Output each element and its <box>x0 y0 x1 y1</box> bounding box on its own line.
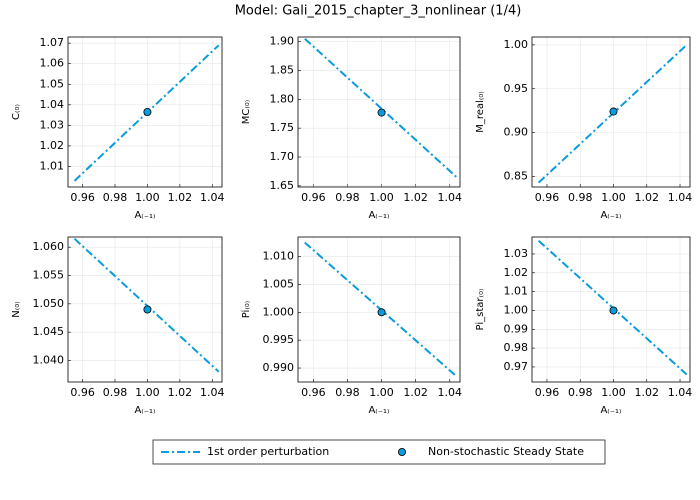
x-tick-label: 1.00 <box>135 191 160 204</box>
x-tick-label: 1.04 <box>200 386 225 399</box>
y-tick-label: 1.050 <box>33 297 65 310</box>
x-tick-label: 0.96 <box>301 191 326 204</box>
y-tick-label: 1.055 <box>33 269 65 282</box>
y-tick-label: 1.07 <box>40 36 65 49</box>
x-tick-label: 1.00 <box>135 386 160 399</box>
x-axis-label: A₍₋₁₎ <box>600 405 621 416</box>
x-tick-label: 1.02 <box>403 386 428 399</box>
axes-frame <box>67 236 223 383</box>
steady-state-point <box>377 308 386 317</box>
x-tick-label: 1.04 <box>668 191 693 204</box>
x-tick-label: 0.96 <box>70 386 95 399</box>
legend-label: Non-stochastic Steady State <box>428 445 584 458</box>
y-tick-label: 1.80 <box>270 92 295 105</box>
x-tick-label: 1.00 <box>601 386 626 399</box>
y-tick-label: 1.03 <box>40 118 65 131</box>
x-tick-label: 0.96 <box>70 191 95 204</box>
y-tick-label: 0.95 <box>504 82 529 95</box>
y-tick-label: 1.01 <box>40 159 65 172</box>
y-axis-label: M_real₍₀₎ <box>475 91 486 133</box>
x-axis-label: A₍₋₁₎ <box>600 210 621 221</box>
x-tick-label: 0.96 <box>535 191 560 204</box>
y-axis-label: N₍₀₎ <box>11 301 22 317</box>
perturbation-line <box>73 237 220 373</box>
x-tick-label: 0.96 <box>301 386 326 399</box>
axes-frame <box>297 36 461 188</box>
x-tick-label: 1.02 <box>168 191 193 204</box>
x-tick-label: 1.02 <box>403 191 428 204</box>
x-tick-label: 1.00 <box>369 386 394 399</box>
y-tick-label: 1.65 <box>270 179 295 192</box>
x-tick-label: 0.98 <box>103 386 128 399</box>
y-tick-label: 1.00 <box>504 38 529 51</box>
x-axis-label: A₍₋₁₎ <box>134 405 155 416</box>
perturbation-line <box>304 37 458 178</box>
x-tick-label: 0.98 <box>103 191 128 204</box>
y-tick-label: 1.75 <box>270 121 295 134</box>
axes-frame <box>297 236 461 383</box>
steady-state-point <box>609 306 618 315</box>
x-tick-label: 0.96 <box>535 386 560 399</box>
x-tick-label: 1.04 <box>438 386 463 399</box>
x-tick-label: 1.04 <box>438 191 463 204</box>
legend-label: 1st order perturbation <box>207 445 329 458</box>
y-axis-label: C₍₀₎ <box>11 104 22 120</box>
x-tick-label: 1.02 <box>635 191 660 204</box>
y-axis-label: MC₍₀₎ <box>241 100 252 125</box>
steady-state-point <box>609 107 618 116</box>
x-axis-label: A₍₋₁₎ <box>134 210 155 221</box>
x-tick-label: 0.98 <box>335 191 360 204</box>
x-tick-label: 1.02 <box>635 386 660 399</box>
y-tick-label: 1.85 <box>270 63 295 76</box>
y-tick-label: 1.000 <box>263 305 295 318</box>
y-tick-label: 0.990 <box>263 361 295 374</box>
y-axis-label: Pi₍₀₎ <box>241 301 252 319</box>
x-tick-label: 0.98 <box>335 386 360 399</box>
y-tick-label: 1.040 <box>33 353 65 366</box>
y-tick-label: 1.02 <box>504 266 529 279</box>
x-tick-label: 1.00 <box>369 191 394 204</box>
x-tick-label: 1.00 <box>601 191 626 204</box>
x-axis-label: A₍₋₁₎ <box>368 210 389 221</box>
x-tick-label: 1.02 <box>168 386 193 399</box>
axes-frame <box>531 236 691 383</box>
y-axis-label: Pi_star₍₀₎ <box>475 289 486 331</box>
y-tick-label: 1.010 <box>263 250 295 263</box>
y-tick-label: 1.005 <box>263 277 295 290</box>
y-tick-label: 1.04 <box>40 98 65 111</box>
legend-box <box>152 439 606 465</box>
y-tick-label: 0.97 <box>504 360 529 373</box>
axes-frame <box>67 36 223 188</box>
y-tick-label: 1.03 <box>504 247 529 260</box>
y-tick-label: 0.90 <box>504 126 529 139</box>
x-tick-label: 1.04 <box>668 386 693 399</box>
y-tick-label: 1.05 <box>40 77 65 90</box>
y-tick-label: 1.06 <box>40 57 65 70</box>
chart-title: Model: Gali_2015_chapter_3_nonlinear (1/… <box>235 4 522 19</box>
y-tick-label: 0.98 <box>504 341 529 354</box>
y-tick-label: 1.045 <box>33 325 65 338</box>
y-tick-label: 0.99 <box>504 322 529 335</box>
x-tick-label: 0.98 <box>568 191 593 204</box>
steady-state-point <box>377 108 386 117</box>
legend-swatch <box>397 447 406 456</box>
y-tick-label: 1.70 <box>270 150 295 163</box>
x-tick-label: 0.98 <box>568 386 593 399</box>
axes-frame <box>531 36 691 188</box>
y-tick-label: 0.85 <box>504 169 529 182</box>
x-tick-label: 1.04 <box>200 191 225 204</box>
steady-state-point <box>143 305 152 314</box>
y-tick-label: 1.01 <box>504 285 529 298</box>
steady-state-point <box>143 108 152 117</box>
y-tick-label: 1.00 <box>504 303 529 316</box>
y-tick-label: 1.060 <box>33 240 65 253</box>
y-tick-label: 1.02 <box>40 139 65 152</box>
y-tick-label: 0.995 <box>263 333 295 346</box>
y-tick-label: 1.90 <box>270 35 295 48</box>
x-axis-label: A₍₋₁₎ <box>368 405 389 416</box>
